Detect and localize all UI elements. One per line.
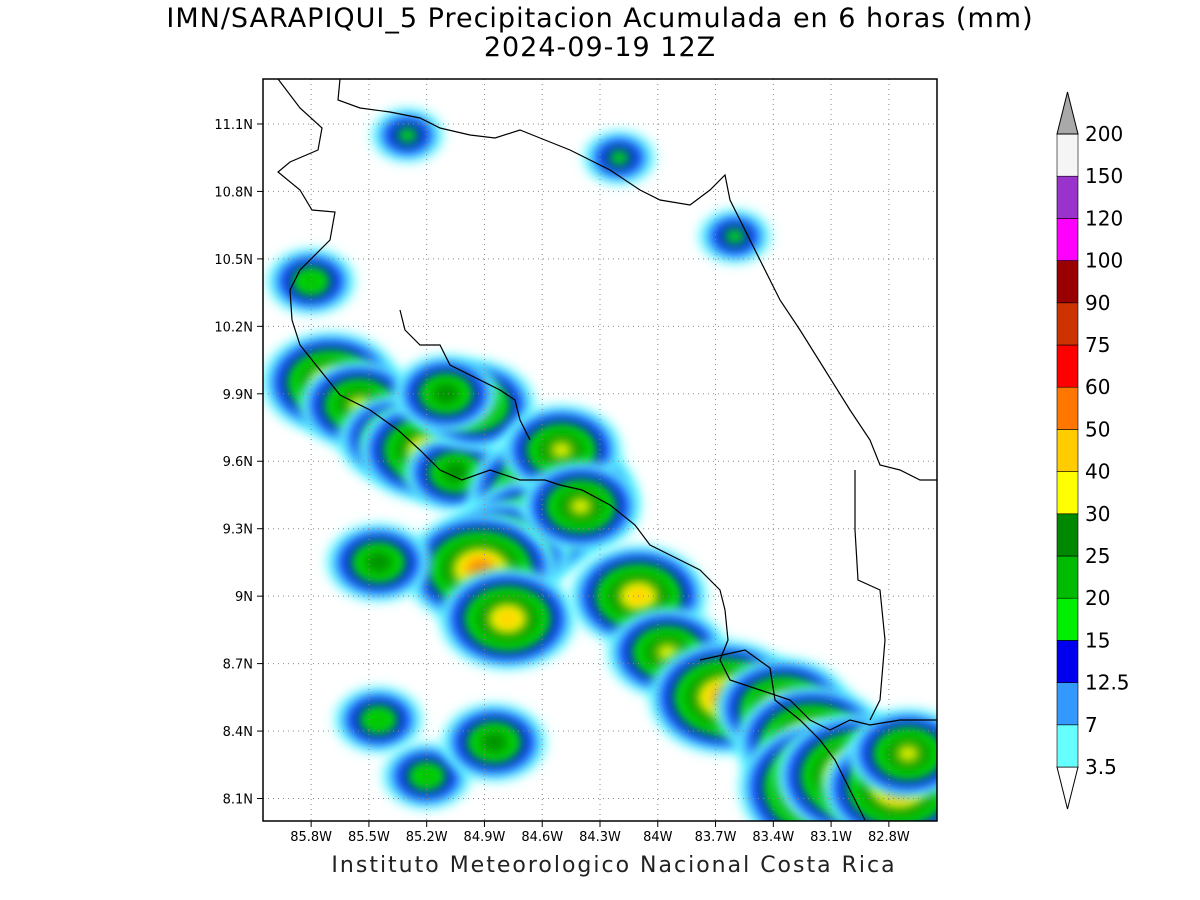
chart-subtitle-datetime: 2024-09-19 12Z: [483, 32, 717, 63]
precip-contour: [496, 610, 520, 628]
colorbar-label: 25: [1085, 544, 1110, 568]
y-tick-label: 10.8N: [214, 185, 253, 200]
x-tick-label: 84W: [643, 830, 673, 845]
x-tick-label: 82.8W: [868, 830, 910, 845]
precip-cell: [326, 524, 431, 601]
y-tick-label: 10.5N: [214, 253, 253, 268]
x-tick-label: 85.5W: [348, 830, 390, 845]
footer-credit: Instituto Meteorologico Nacional Costa R…: [331, 853, 897, 878]
precip-contour: [395, 126, 419, 144]
colorbar-segment: [1056, 344, 1079, 388]
colorbar-segment: [1056, 471, 1079, 515]
map-gridlines: [263, 79, 937, 821]
precip-contour: [444, 463, 468, 481]
x-tick-label: 84.9W: [464, 830, 506, 845]
colorbar-label: 60: [1085, 375, 1110, 399]
colorbar-label: 12.5: [1085, 671, 1130, 695]
map-axes: 85.8W 85.5W 85.2W 84.9W 84.6W 84.3W 84W 83.7W 83…: [214, 118, 910, 845]
colorbar-segment: [1056, 218, 1079, 261]
precip-cell: [520, 462, 641, 551]
colorbar-label: 3.5: [1085, 755, 1117, 779]
precip-cell: [371, 108, 444, 162]
colorbar-label: 20: [1085, 586, 1110, 610]
colorbar-segment: [1056, 513, 1079, 557]
chart-title: IMN/SARAPIQUI_5 Precipitacion Acumulada …: [166, 3, 1034, 34]
gulf-coast: [699, 649, 866, 821]
precip-contour: [607, 149, 631, 167]
precip-cell: [267, 249, 355, 314]
colorbar-label: 40: [1085, 460, 1110, 484]
y-tick-label: 9N: [235, 590, 253, 605]
coastline-pacific-north: [277, 79, 937, 731]
colorbar-label: 120: [1085, 206, 1123, 230]
precip-contour: [367, 711, 391, 729]
y-tick-label: 8.7N: [223, 658, 253, 673]
precip-contour: [723, 227, 747, 245]
colorbar-segment: [1056, 597, 1079, 641]
colorbar-label: 90: [1085, 291, 1110, 315]
x-tick-label: 83.7W: [695, 830, 737, 845]
y-tick-label: 9.3N: [223, 523, 253, 538]
colorbar-segment: [1056, 260, 1079, 304]
precip-cell: [439, 568, 576, 669]
colorbar-label: 7: [1085, 713, 1098, 737]
x-tick-label: 83.1W: [810, 830, 852, 845]
precip-contour: [434, 385, 458, 403]
y-tick-label: 11.1N: [214, 118, 253, 133]
colorbar: 3.5 7 12.5 15 20 25 30 40 50 60 75 90 100 120 150 200: [1056, 91, 1130, 810]
precip-cell: [848, 709, 937, 798]
y-tick-label: 9.6N: [223, 455, 253, 470]
colorbar-label: 100: [1085, 249, 1123, 273]
colorbar-max-arrow: [1056, 91, 1079, 135]
colorbar-segment: [1056, 724, 1079, 768]
x-tick-label: 84.6W: [521, 830, 563, 845]
y-tick-label: 8.4N: [223, 725, 253, 740]
colorbar-label: 75: [1085, 333, 1110, 357]
precip-contour: [367, 553, 391, 571]
x-tick-label: 84.3W: [579, 830, 621, 845]
precip-contour: [299, 272, 323, 290]
precip-contour: [482, 733, 506, 751]
x-tick-label: 83.4W: [752, 830, 794, 845]
colorbar-label: 50: [1085, 417, 1110, 441]
precip-cell: [699, 210, 771, 263]
coastline-borders: [277, 79, 937, 821]
colorbar-segment: [1056, 640, 1079, 683]
coastline-caribbean: [337, 79, 937, 481]
y-tick-label: 10.2N: [214, 320, 253, 335]
y-tick-label: 8.1N: [223, 793, 253, 808]
nicaragua-border: [399, 309, 531, 441]
precip-contour: [896, 745, 920, 763]
colorbar-label: 150: [1085, 164, 1123, 188]
precip-contour: [415, 767, 439, 785]
colorbar-label: 15: [1085, 628, 1110, 652]
colorbar-segment: [1056, 429, 1079, 472]
x-tick-label: 85.2W: [406, 830, 448, 845]
precip-cell: [442, 704, 546, 781]
colorbar-segment: [1056, 555, 1079, 599]
colorbar-label: 30: [1085, 502, 1110, 526]
y-tick-label: 9.9N: [223, 388, 253, 403]
colorbar-segment: [1056, 133, 1079, 177]
colorbar-segment: [1056, 386, 1079, 430]
precip-contour: [549, 441, 573, 459]
precip-contour: [569, 497, 593, 515]
precip-cell: [334, 687, 423, 753]
x-tick-label: 85.8W: [290, 830, 332, 845]
colorbar-segment: [1056, 302, 1079, 346]
panama-border: [854, 470, 886, 721]
precip-cell: [394, 355, 498, 433]
colorbar-label: 200: [1085, 122, 1123, 146]
colorbar-segment: [1056, 175, 1079, 219]
colorbar-segment: [1056, 682, 1079, 726]
colorbar-min-arrow: [1056, 766, 1079, 810]
